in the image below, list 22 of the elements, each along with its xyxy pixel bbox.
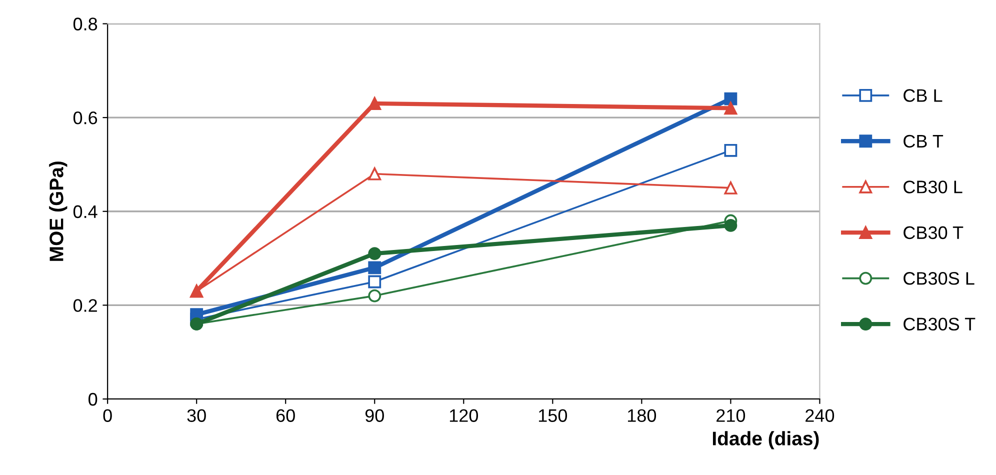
y-axis-title: MOE (GPa) [49,162,68,261]
x-tick-label: 90 [365,409,384,422]
legend-label: CB30 T [904,226,964,240]
legend-label: CB30 L [904,180,962,194]
x-tick-label: 120 [450,409,478,422]
x-tick-label: 240 [806,409,834,422]
legend-label: CB T [904,134,944,148]
legend-label: CB L [904,89,942,102]
x-tick-label: 30 [187,409,206,422]
y-tick-label: 0.2 [73,299,97,312]
legend-label: CB30S T [904,318,976,331]
x-tick-label: 60 [276,409,295,422]
x-axis-title: Idade (dias) [712,431,819,450]
y-tick-label: 0.6 [73,111,98,124]
y-tick-label: 0.8 [73,18,98,30]
x-tick-label: 210 [716,409,746,422]
legend-label: CB30S L [904,272,974,285]
x-tick-label: 180 [628,409,656,422]
y-tick-label: 0 [88,392,98,406]
x-tick-label: 0 [103,409,112,422]
y-tick-label: 0.4 [73,205,98,218]
x-tick-label: 150 [538,409,568,422]
